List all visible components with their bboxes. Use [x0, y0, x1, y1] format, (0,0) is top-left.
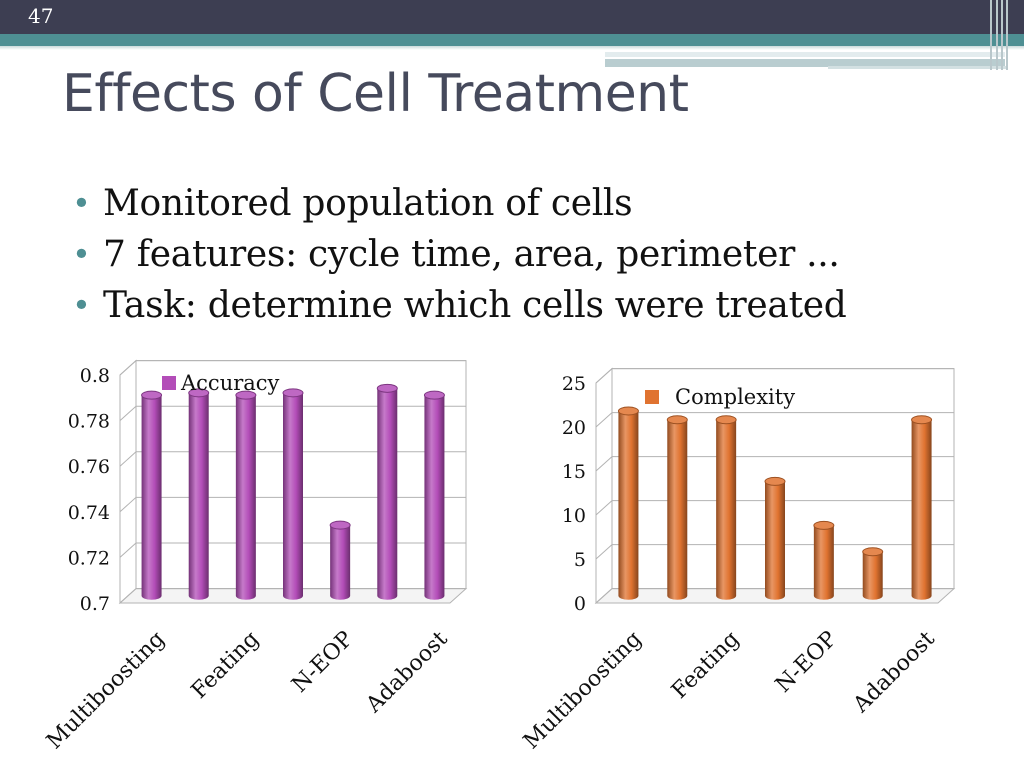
bar-body: [424, 395, 445, 600]
gridline: [595, 456, 954, 472]
bar-cap: [764, 476, 786, 486]
legend-swatch: [162, 376, 176, 390]
bar-cap: [911, 415, 933, 425]
gridline: [595, 500, 954, 516]
bar-body: [862, 551, 883, 600]
bar-body: [618, 411, 639, 600]
y-tick-label: 0.74: [68, 502, 110, 524]
bullet-list: • Monitored population of cells • 7 featur…: [72, 178, 847, 331]
bar-body: [911, 419, 932, 600]
gridline: [119, 360, 466, 376]
x-category-label: Adaboost: [848, 626, 940, 718]
data-bar: [911, 415, 933, 600]
bullet-icon: •: [72, 184, 91, 222]
x-category-label: Multiboosting: [519, 627, 647, 755]
data-bar: [141, 390, 163, 600]
data-bar: [617, 406, 639, 600]
data-bar: [376, 383, 398, 600]
bullet-icon: •: [72, 235, 91, 273]
data-bar: [813, 520, 835, 600]
gridline: [119, 405, 466, 421]
header-shadow: [0, 46, 1024, 50]
bar-cap: [813, 520, 835, 530]
y-tick-label: 0.76: [68, 456, 110, 478]
x-category-label: Feating: [667, 627, 744, 704]
y-tick-label: 25: [562, 373, 586, 395]
x-category-label: N-EOP: [771, 626, 842, 697]
decorative-line: [605, 52, 1005, 57]
bullet-item: • 7 features: cycle time, area, perimeter…: [72, 229, 847, 280]
gridline: [119, 588, 466, 604]
gridline: [595, 412, 954, 428]
slide-title: Effects of Cell Treatment: [62, 64, 689, 124]
gridline: [119, 542, 466, 558]
bar-cap: [423, 390, 445, 400]
y-tick-label: 10: [562, 505, 586, 527]
decorative-stripes: [988, 0, 1024, 70]
bar-cap: [329, 520, 351, 530]
bar-cap: [235, 390, 257, 400]
bullet-item: • Monitored population of cells: [72, 178, 847, 229]
bar-body: [813, 525, 834, 600]
bar-body: [667, 419, 688, 600]
data-bar: [423, 390, 445, 600]
bar-cap: [666, 415, 688, 425]
y-tick-label: 0.72: [68, 547, 110, 569]
bullet-item: • Task: determine which cells were treate…: [72, 280, 847, 331]
y-tick-label: 20: [562, 417, 586, 439]
gridline: [119, 496, 466, 513]
bar-cap: [617, 406, 639, 416]
legend-label: Complexity: [675, 385, 795, 409]
gridline: [595, 588, 954, 604]
bar-body: [716, 419, 737, 600]
bar-body: [188, 392, 209, 600]
data-bar: [666, 415, 688, 600]
bar-cap: [282, 388, 304, 398]
bar-cap: [141, 390, 163, 400]
data-bar: [188, 388, 210, 600]
data-bar: [764, 476, 786, 600]
decorative-line: [605, 59, 1005, 67]
chart-side-wall: [595, 367, 613, 605]
legend-swatch: [645, 390, 659, 404]
gridline: [119, 451, 466, 467]
header-band: [0, 0, 1024, 34]
bar-body: [235, 395, 256, 600]
y-tick-label: 0.8: [80, 365, 110, 387]
gridline: [595, 368, 954, 384]
data-bar: [329, 520, 351, 600]
y-tick-label: 15: [562, 461, 586, 483]
gridline: [595, 544, 954, 560]
data-bar: [715, 415, 737, 600]
y-tick-label: 0.78: [68, 411, 110, 433]
bullet-text: Task: determine which cells were treated: [103, 285, 847, 326]
bullet-icon: •: [72, 286, 91, 324]
data-bar: [862, 547, 884, 600]
legend-label: Accuracy: [180, 371, 280, 395]
bullet-text: Monitored population of cells: [103, 183, 633, 224]
bar-cap: [715, 415, 737, 425]
bar-cap: [188, 388, 210, 398]
y-tick-label: 5: [574, 549, 586, 571]
bar-cap: [376, 383, 398, 393]
header-accent-band: [0, 34, 1024, 46]
data-bar: [282, 388, 304, 600]
bullet-text: 7 features: cycle time, area, perimeter …: [103, 234, 840, 275]
bar-cap: [862, 547, 884, 557]
data-bar: [235, 390, 257, 600]
bar-body: [141, 395, 162, 600]
bar-body: [330, 525, 351, 600]
bar-body: [283, 392, 303, 600]
bar-body: [765, 481, 785, 600]
bar-body: [377, 388, 398, 600]
slide-number: 47: [28, 4, 54, 28]
y-tick-label: 0: [574, 593, 586, 615]
y-tick-label: 0.7: [80, 593, 110, 615]
decorative-line: [828, 66, 1008, 69]
